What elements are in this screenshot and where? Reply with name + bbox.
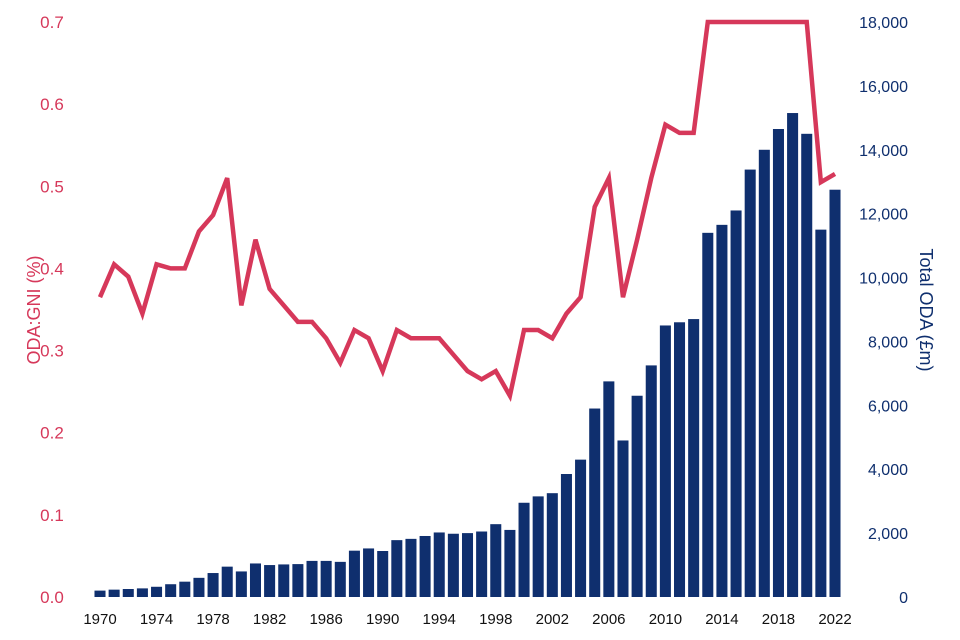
bar-2006: [603, 381, 615, 598]
bar-1992: [405, 538, 417, 597]
bar-1977: [193, 577, 205, 597]
bar-2018: [772, 129, 784, 597]
left-tick-label: 0.3: [40, 342, 64, 361]
left-tick-label: 0.1: [40, 506, 64, 525]
x-tick-label: 2006: [592, 611, 625, 628]
left-tick-label: 0.5: [40, 177, 64, 196]
bar-2022: [829, 189, 841, 597]
left-axis-ticks: 0.0 0.1 0.2 0.3 0.4 0.5 0.6 0.7: [40, 13, 64, 607]
bar-1982: [264, 565, 276, 597]
bar-1986: [320, 560, 332, 597]
bar-1980: [235, 571, 247, 597]
right-tick-label: 6,000: [868, 398, 908, 415]
bar-2014: [716, 224, 728, 597]
left-tick-label: 0.4: [40, 259, 64, 278]
left-tick-label: 0.2: [40, 424, 64, 443]
bar-2009: [645, 365, 657, 597]
left-tick-label: 0.7: [40, 13, 64, 32]
bar-1975: [165, 584, 177, 597]
bar-1974: [151, 586, 163, 597]
bar-1984: [292, 564, 304, 597]
bar-2017: [758, 149, 770, 597]
x-tick-label: 2002: [536, 611, 569, 628]
bar-1987: [334, 561, 346, 597]
bar-1991: [391, 540, 403, 597]
x-tick-label: 1974: [140, 611, 173, 628]
bar-1996: [461, 533, 474, 597]
right-tick-label: 0: [899, 590, 908, 607]
bar-1985: [306, 560, 318, 597]
bar-1995: [447, 533, 459, 597]
bar-2001: [532, 496, 544, 598]
bar-2019: [787, 113, 799, 597]
bar-1971: [108, 589, 120, 597]
x-tick-label: 1982: [253, 611, 286, 628]
right-tick-label: 8,000: [868, 334, 908, 351]
bar-2008: [631, 395, 643, 597]
right-tick-label: 18,000: [859, 15, 908, 32]
x-axis-ticks: 1970 1974 1978 1982 1986 1990 1994 1998 2002 2006…: [83, 611, 851, 628]
bar-1988: [348, 550, 360, 597]
bar-2012: [688, 319, 700, 597]
bar-1972: [122, 589, 134, 597]
right-axis-label: Total ODA (£m): [916, 248, 936, 371]
bar-2020: [801, 133, 813, 597]
x-tick-label: 2014: [705, 611, 738, 628]
x-tick-label: 1990: [366, 611, 399, 628]
bar-2000: [518, 502, 530, 597]
bar-2007: [617, 440, 629, 597]
total-oda-bars: [94, 113, 841, 598]
x-tick-label: 1994: [423, 611, 456, 628]
bar-2003: [560, 474, 572, 597]
x-tick-label: 2010: [649, 611, 682, 628]
left-axis-label: ODA:GNI (%): [24, 255, 44, 364]
bar-1989: [363, 548, 375, 597]
x-tick-label: 1978: [196, 611, 229, 628]
right-tick-label: 4,000: [868, 462, 908, 479]
right-tick-label: 16,000: [859, 79, 908, 96]
bar-1994: [433, 532, 445, 597]
bar-1990: [377, 551, 389, 597]
bar-1978: [207, 573, 219, 597]
left-tick-label: 0.0: [40, 588, 64, 607]
bar-2021: [815, 229, 827, 597]
left-tick-label: 0.6: [40, 95, 64, 114]
right-axis-ticks: 0 2,000 4,000 6,000 8,000 10,000 12,000 14,000 1…: [859, 15, 908, 607]
bar-1999: [504, 529, 516, 597]
bar-1970: [94, 590, 106, 597]
bar-1993: [419, 535, 431, 597]
x-tick-label: 1986: [309, 611, 342, 628]
x-tick-label: 2018: [762, 611, 795, 628]
bar-2013: [702, 232, 714, 597]
bar-2016: [744, 169, 756, 597]
x-tick-label: 1998: [479, 611, 512, 628]
bar-1997: [476, 531, 488, 597]
x-tick-label: 2022: [818, 611, 851, 628]
right-tick-label: 14,000: [859, 143, 908, 160]
bar-2015: [730, 210, 742, 597]
bar-1973: [136, 588, 148, 598]
bar-2011: [674, 322, 686, 597]
bar-2002: [546, 493, 558, 597]
right-tick-label: 2,000: [868, 526, 908, 543]
bar-1981: [249, 563, 261, 597]
bar-2010: [659, 325, 671, 597]
bar-1998: [490, 524, 502, 597]
bar-2005: [589, 408, 601, 597]
bar-1979: [221, 566, 233, 597]
bar-1983: [278, 564, 290, 597]
right-tick-label: 10,000: [859, 271, 908, 288]
bar-1976: [179, 581, 191, 597]
bar-2004: [575, 459, 587, 597]
x-tick-label: 1970: [83, 611, 116, 628]
right-tick-label: 12,000: [859, 207, 908, 224]
oda-gni-line: [97, 19, 837, 402]
